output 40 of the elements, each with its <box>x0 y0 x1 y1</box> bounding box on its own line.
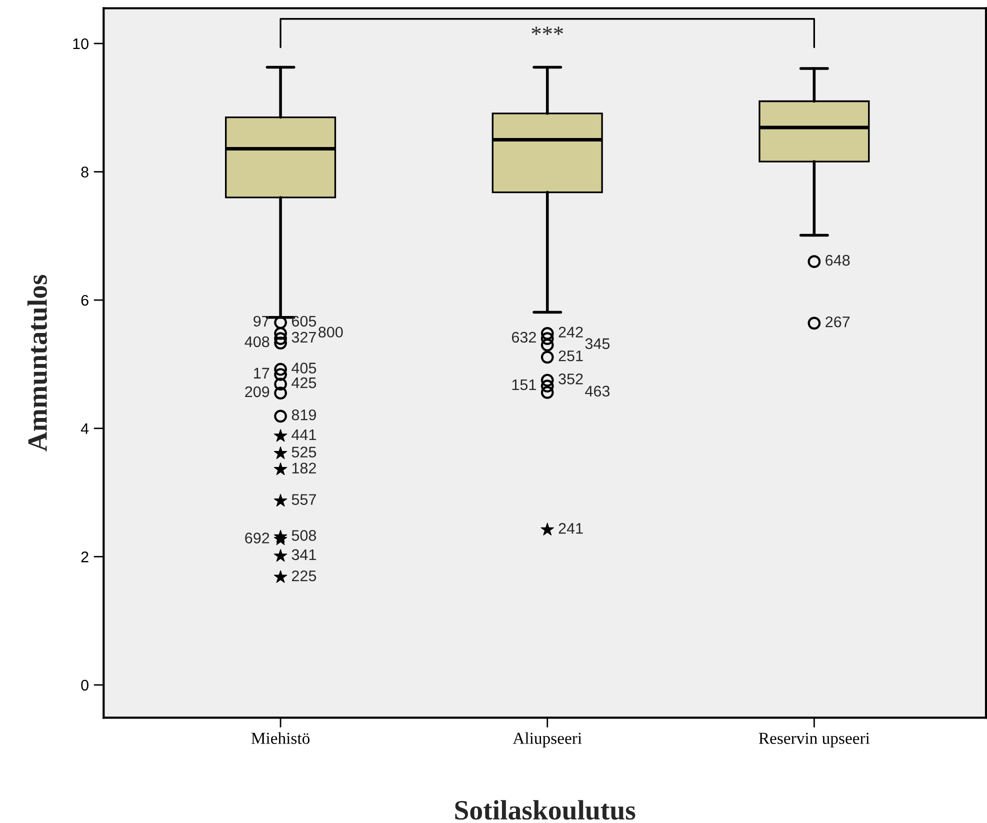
x-tick-label: Aliupseeri <box>512 732 582 748</box>
annotation: 441 <box>292 430 316 440</box>
annotation: 800 <box>318 326 343 338</box>
annotation: 405 <box>292 362 316 374</box>
annotation: 648 <box>826 254 850 266</box>
annotation: 345 <box>585 338 610 350</box>
annotation: 182 <box>292 462 316 474</box>
annotation: 209 <box>245 386 270 398</box>
annotation: 242 <box>558 326 583 338</box>
x-axis-title: Sotilaskoulutus <box>455 800 636 820</box>
annotation: 632 <box>512 332 536 343</box>
annotation: 251 <box>558 350 583 362</box>
annotation: 225 <box>292 570 316 582</box>
y-tick-label: 0 <box>81 680 88 691</box>
annotation: 508 <box>292 530 316 541</box>
annotation: 151 <box>512 379 536 390</box>
annotation: 17 <box>254 368 270 378</box>
y-tick-label: 4 <box>80 423 89 434</box>
annotation: 692 <box>245 532 270 544</box>
annotation: 97 <box>254 316 270 327</box>
annotation: 463 <box>585 386 610 397</box>
annotation: 525 <box>292 446 316 458</box>
y-tick-label: 6 <box>81 294 88 306</box>
annotation: 408 <box>244 336 270 348</box>
annotation: 557 <box>292 494 316 505</box>
annotation: 241 <box>558 523 583 534</box>
y-tick-label: 10 <box>73 38 88 50</box>
y-tick-label: 2 <box>81 552 88 562</box>
annotation: 327 <box>292 332 316 343</box>
annotation: 352 <box>558 374 583 384</box>
annotation: 425 <box>292 377 316 388</box>
annotation: *** <box>532 26 563 35</box>
y-axis-title: Ammuntatulos <box>27 274 48 452</box>
x-tick-label: Reservin upseeri <box>758 732 870 748</box>
annotation: 819 <box>292 409 316 420</box>
annotation: 267 <box>826 316 850 328</box>
annotation: 605 <box>292 316 316 327</box>
x-tick-label: Miehistö <box>251 732 310 744</box>
y-tick-label: 8 <box>81 166 88 178</box>
annotation: 341 <box>292 549 316 560</box>
